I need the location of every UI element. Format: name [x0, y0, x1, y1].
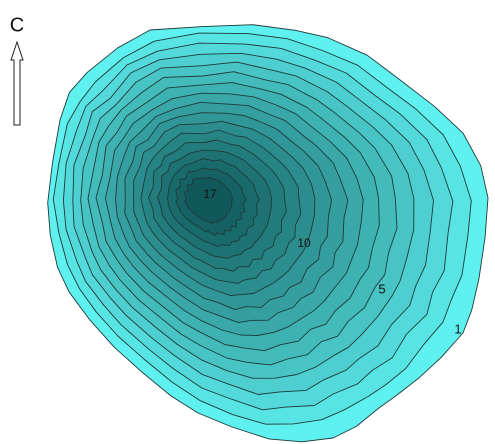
north-label: C: [10, 14, 24, 36]
contour-label: 17: [203, 187, 217, 201]
contours: [48, 25, 488, 442]
page: C 17 10 5 1 (() => { const data = JSON.p…: [0, 0, 495, 444]
contour-label: 1: [454, 321, 461, 336]
contour-label: 10: [297, 236, 311, 250]
north-arrow: [11, 42, 23, 125]
map: C 17 10 5 1: [0, 0, 495, 444]
contour-label: 5: [378, 281, 385, 296]
